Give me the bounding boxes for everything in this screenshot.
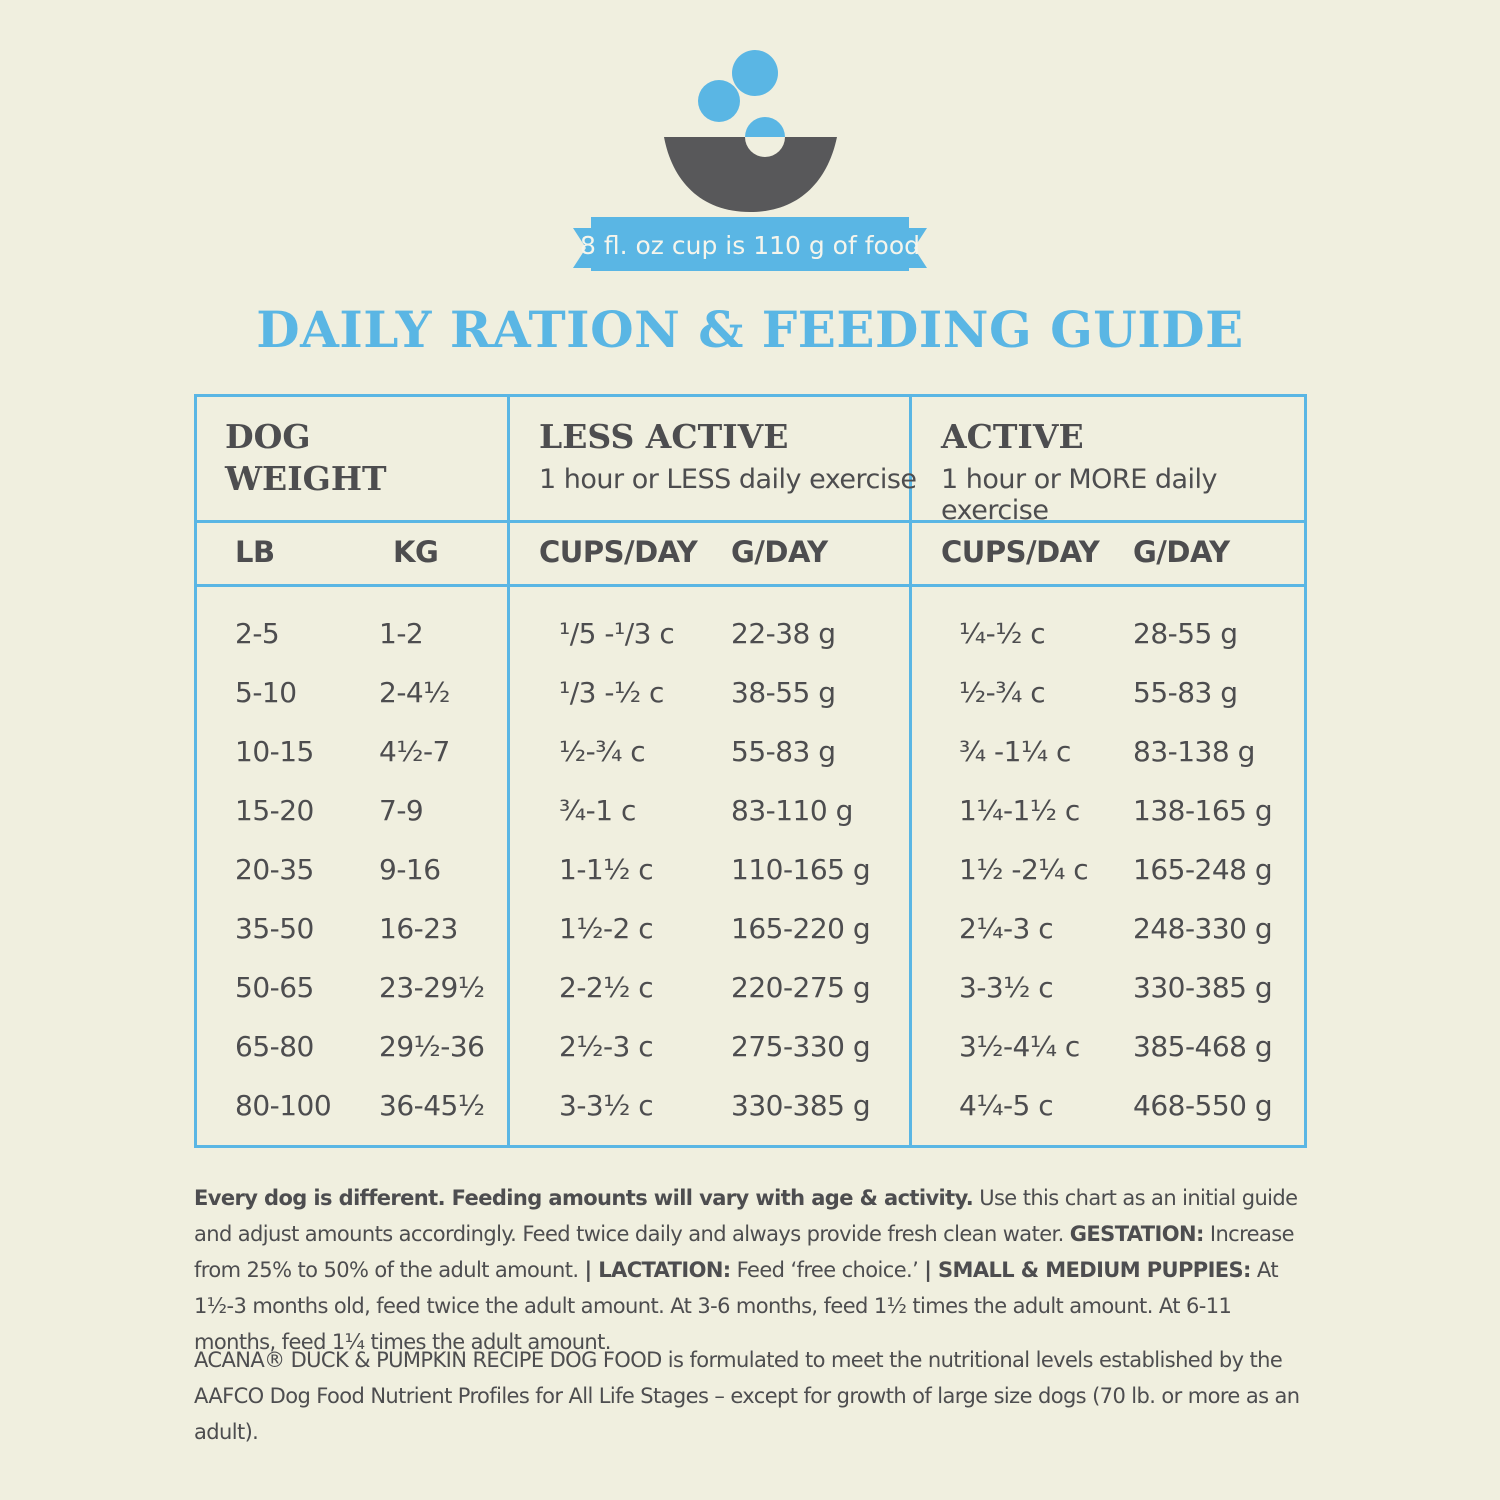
table-cell-cups-active: 2¼-3 c xyxy=(959,912,1054,945)
table-cell-cups-active: 1¼-1½ c xyxy=(959,794,1080,827)
column-header-grams-active: G/DAY xyxy=(1133,535,1230,569)
table-cell-grams-less-active: 220-275 g xyxy=(731,971,871,1004)
table-cell-lb: 2-5 xyxy=(235,617,280,650)
kibble-ball-bottom xyxy=(745,137,785,157)
row-divider xyxy=(197,584,1304,587)
table-cell-grams-less-active: 110-165 g xyxy=(731,853,871,886)
table-cell-cups-less-active: 1-1½ c xyxy=(559,853,654,886)
table-cell-cups-less-active: ¾-1 c xyxy=(559,794,636,827)
table-cell-kg: 9-16 xyxy=(379,853,441,886)
group-title-weight: DOG WEIGHT xyxy=(225,417,387,498)
table-cell-grams-active: 55-83 g xyxy=(1133,676,1238,709)
table-cell-grams-less-active: 22-38 g xyxy=(731,617,836,650)
table-cell-grams-less-active: 83-110 g xyxy=(731,794,853,827)
table-cell-cups-active: ¾ -1¼ c xyxy=(959,735,1071,768)
table-cell-grams-active: 330-385 g xyxy=(1133,971,1273,1004)
table-cell-kg: 7-9 xyxy=(379,794,424,827)
aafco-disclaimer: ACANA® DUCK & PUMPKIN RECIPE DOG FOOD is… xyxy=(194,1348,1300,1444)
notes-puppies-text: At 1½-3 months old, feed twice the adult… xyxy=(194,1258,1279,1354)
kibble-ball xyxy=(698,80,740,122)
table-cell-kg: 1-2 xyxy=(379,617,424,650)
column-header-kg: KG xyxy=(393,535,439,569)
notes-lactation-text: Feed ‘free choice.’ xyxy=(730,1258,925,1282)
page-title: DAILY RATION & FEEDING GUIDE xyxy=(256,300,1244,359)
table-cell-kg: 4½-7 xyxy=(379,735,450,768)
column-header-cups-active: CUPS/DAY xyxy=(941,535,1100,569)
notes-lead-bold: Every dog is different. Feeding amounts … xyxy=(194,1186,974,1210)
notes-lead-text: Use this chart as an initial guide and a… xyxy=(194,1186,1298,1246)
feeding-table: DOG WEIGHT LESS ACTIVE 1 hour or LESS da… xyxy=(194,394,1307,1148)
notes-lactation-label: | LACTATION: xyxy=(584,1258,732,1282)
table-cell-cups-less-active: 2½-3 c xyxy=(559,1030,654,1063)
group-title-active: ACTIVE xyxy=(941,417,1084,456)
table-cell-grams-less-active: 330-385 g xyxy=(731,1089,871,1122)
table-cell-lb: 5-10 xyxy=(235,676,297,709)
table-cell-cups-less-active: 3-3½ c xyxy=(559,1089,654,1122)
table-cell-grams-active: 468-550 g xyxy=(1133,1089,1273,1122)
table-cell-grams-active: 83-138 g xyxy=(1133,735,1255,768)
table-cell-kg: 23-29½ xyxy=(379,971,485,1004)
table-cell-cups-active: 3½-4¼ c xyxy=(959,1030,1080,1063)
table-cell-grams-active: 165-248 g xyxy=(1133,853,1273,886)
table-cell-cups-active: 3-3½ c xyxy=(959,971,1054,1004)
table-cell-cups-active: ¼-½ c xyxy=(959,617,1046,650)
table-cell-grams-active: 248-330 g xyxy=(1133,912,1273,945)
column-header-grams-less-active: G/DAY xyxy=(731,535,828,569)
table-cell-lb: 35-50 xyxy=(235,912,314,945)
table-cell-lb: 15-20 xyxy=(235,794,314,827)
column-header-cups-less-active: CUPS/DAY xyxy=(539,535,698,569)
table-cell-cups-less-active: 2-2½ c xyxy=(559,971,654,1004)
table-cell-grams-less-active: 38-55 g xyxy=(731,676,836,709)
table-cell-grams-active: 138-165 g xyxy=(1133,794,1273,827)
table-cell-kg: 29½-36 xyxy=(379,1030,485,1063)
table-cell-lb: 80-100 xyxy=(235,1089,332,1122)
table-cell-cups-active: ½-¾ c xyxy=(959,676,1046,709)
group-subtitle-active: 1 hour or MORE daily exercise xyxy=(941,464,1218,526)
header-illustration: 8 fl. oz cup is 110 g of food xyxy=(0,0,1500,300)
table-cell-cups-less-active: 1½-2 c xyxy=(559,912,654,945)
table-cell-lb: 50-65 xyxy=(235,971,314,1004)
table-cell-cups-less-active: ½-¾ c xyxy=(559,735,646,768)
table-cell-grams-active: 28-55 g xyxy=(1133,617,1238,650)
notes-gestation-label: GESTATION: xyxy=(1069,1222,1205,1246)
feeding-notes: Every dog is different. Feeding amounts … xyxy=(194,1180,1309,1360)
table-cell-lb: 10-15 xyxy=(235,735,314,768)
notes-puppies-label: | SMALL & MEDIUM PUPPIES: xyxy=(924,1258,1251,1282)
table-cell-grams-less-active: 165-220 g xyxy=(731,912,871,945)
table-cell-grams-less-active: 55-83 g xyxy=(731,735,836,768)
table-cell-kg: 36-45½ xyxy=(379,1089,485,1122)
column-divider xyxy=(507,397,510,1145)
table-cell-cups-active: 1½ -2¼ c xyxy=(959,853,1089,886)
group-subtitle-less-active: 1 hour or LESS daily exercise xyxy=(539,464,917,495)
table-cell-lb: 20-35 xyxy=(235,853,314,886)
table-cell-kg: 16-23 xyxy=(379,912,458,945)
notes-gestation-text: Increase from 25% to 50% of the adult am… xyxy=(194,1222,1295,1282)
bowl-with-kibble-icon: 8 fl. oz cup is 110 g of food xyxy=(573,50,927,271)
column-header-lb: LB xyxy=(235,535,275,569)
table-cell-kg: 2-4½ xyxy=(379,676,450,709)
kibble-ball xyxy=(745,117,785,137)
table-cell-cups-less-active: ¹/5 -¹/3 c xyxy=(559,617,675,650)
kibble-ball xyxy=(732,50,778,96)
table-cell-grams-active: 385-468 g xyxy=(1133,1030,1273,1063)
table-cell-lb: 65-80 xyxy=(235,1030,314,1063)
table-cell-grams-less-active: 275-330 g xyxy=(731,1030,871,1063)
column-divider xyxy=(909,397,912,1145)
row-divider xyxy=(197,520,1304,523)
table-cell-cups-active: 4¼-5 c xyxy=(959,1089,1054,1122)
table-cell-cups-less-active: ¹/3 -½ c xyxy=(559,676,664,709)
bowl-shape xyxy=(664,137,837,212)
group-title-less-active: LESS ACTIVE xyxy=(539,417,789,456)
ribbon-body xyxy=(591,217,909,271)
banner-text: 8 fl. oz cup is 110 g of food xyxy=(580,231,920,260)
